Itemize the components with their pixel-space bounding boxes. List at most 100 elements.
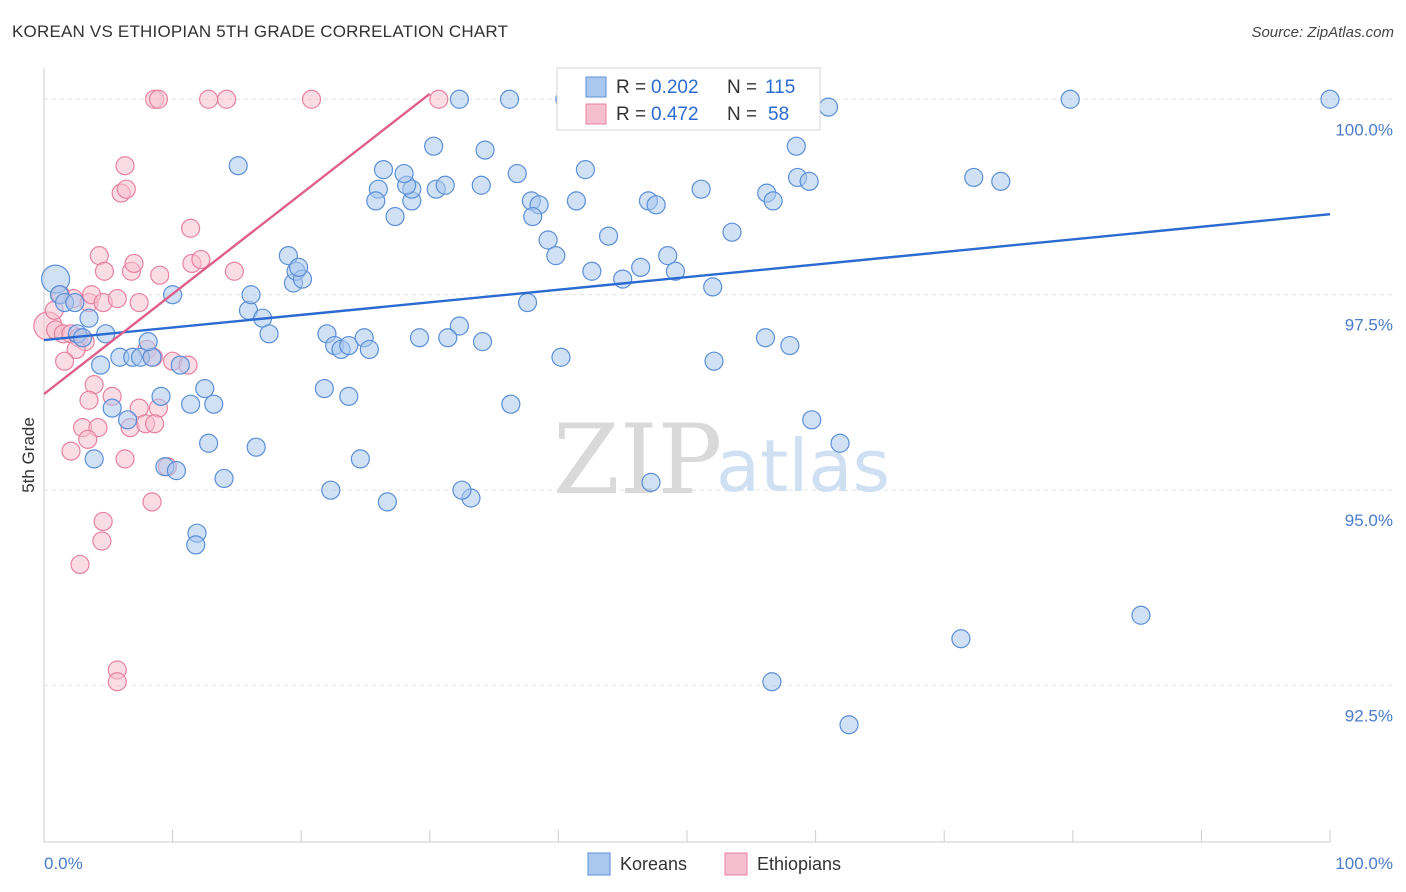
ethiopian-point-26 [115,156,135,176]
korean-point-59 [366,191,386,211]
korean-point-50 [377,492,397,512]
korean-point-84 [703,277,723,297]
korean-point-119 [1060,89,1080,109]
korean-point-56 [373,160,394,180]
korean-point-80 [646,195,666,215]
korean-point-24 [199,433,219,453]
korean-point-21 [84,449,104,469]
korean-point-61 [424,136,444,156]
korean-point-71 [538,230,558,250]
watermark-zip: ZIP [553,404,722,516]
ethiopian-point-19 [124,253,144,274]
legend-n-label-koreans: N = [727,77,757,98]
korean-point-39 [289,257,309,277]
korean-point-106 [452,480,472,500]
ethiopian-point-25 [116,179,136,199]
legend-swatch-koreans [585,76,607,98]
korean-point-65 [471,175,491,195]
korean-point-111 [802,410,822,430]
korean-point-109 [755,328,776,348]
korean-point-99 [472,332,493,352]
legend-r-value-koreans: 0.202 [651,77,699,98]
korean-point-46 [314,378,334,399]
series-legend-swatch-koreans [587,852,611,876]
stats-legend: R = 0.202 N = 115 R = 0.472 N = 58 [556,67,821,131]
ethiopian-point-27 [181,218,201,238]
korean-point-25 [214,468,234,489]
korean-point-77 [613,269,633,289]
korean-point-45 [359,339,379,360]
x-tick-label-end: 100.0% [1335,854,1393,873]
korean-point-16 [102,398,122,418]
korean-point-85 [722,222,742,242]
axes [43,68,1331,843]
korean-point-118 [991,171,1011,191]
korean-point-101 [438,328,458,348]
ethiopian-point-15 [129,292,149,313]
korean-point-82 [665,261,686,281]
y-tick-label-0: 92.5% [1345,707,1393,726]
korean-point-30 [228,156,248,176]
ethiopian-point-57 [429,89,449,109]
korean-point-23 [166,461,187,481]
korean-point-103 [517,292,538,313]
legend-swatch-ethiopians [585,103,607,125]
korean-point-13 [138,332,158,352]
ethiopian-point-17 [94,261,115,281]
x-tick-labels: 0.0% 100.0% [44,854,1393,873]
y-tick-label-2: 97.5% [1345,316,1393,335]
korean-point-76 [598,226,619,246]
korean-point-78 [631,257,651,277]
legend-n-label-ethiopians: N = [727,104,757,125]
korean-point-15 [195,378,215,399]
korean-point-62 [435,175,455,195]
ethiopian-point-23 [224,261,244,281]
x-tick-label-start: 0.0% [44,854,83,873]
ethiopian-point-55 [217,89,237,109]
watermark: ZIP atlas [553,404,890,516]
legend-r-label-ethiopians: R = [616,104,646,125]
ethiopian-point-22 [191,249,211,270]
legend-r-value-ethiopians: 0.472 [651,104,699,125]
korean-point-64 [475,140,495,160]
trend-lines [43,92,1331,395]
korean-point-81 [658,246,678,266]
korean-point-4 [79,308,99,328]
korean-point-75 [582,261,602,281]
ethiopian-point-14 [107,289,127,309]
korean-point-89 [799,171,819,191]
korean-point-63 [449,89,469,109]
korean-point-17 [117,410,138,430]
korean-point-12 [142,347,162,367]
grid-lines [44,98,1394,687]
ethiopian-point-51 [107,672,127,692]
korean-point-117 [964,167,984,188]
korean-point-113 [762,672,782,692]
legend-n-value-ethiopians: 58 [768,104,789,125]
korean-point-55 [394,163,414,184]
korean-point-47 [321,480,341,500]
korean-point-28 [186,535,206,555]
korean-point-32 [241,285,261,305]
ethiopian-point-48 [92,531,112,551]
korean-point-97 [786,136,806,156]
ethiopian-point-49 [70,554,90,575]
korean-point-18 [151,386,171,406]
korean-point-112 [830,433,850,453]
ethiopian-point-54 [199,89,219,109]
chart-title: KOREAN VS ETHIOPIAN 5TH GRADE CORRELATIO… [12,22,509,41]
ethiopian-point-56 [301,89,322,109]
korean-point-107 [641,472,661,492]
y-tick-label-3: 100.0% [1335,120,1393,139]
korean-point-116 [1131,605,1151,625]
series-legend-swatch-ethiopians [724,852,748,876]
trend-line-koreans [43,213,1331,342]
source-credit: Source: ZipAtlas.com [1251,24,1394,41]
ethiopian-point-20 [150,265,170,285]
korean-point-72 [546,246,566,266]
korean-point-83 [691,179,711,199]
ethiopian-point-42 [78,429,98,449]
korean-point-26 [246,437,266,457]
ethiopian-point-11 [54,351,75,371]
